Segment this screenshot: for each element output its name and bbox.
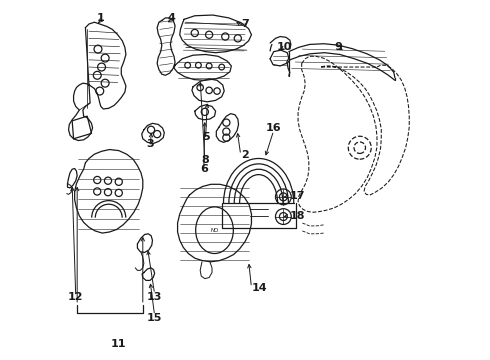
- Text: 11: 11: [111, 339, 126, 349]
- Text: 8: 8: [201, 155, 209, 165]
- Text: 3: 3: [146, 139, 154, 149]
- Text: 7: 7: [241, 19, 249, 29]
- Text: 13: 13: [147, 292, 162, 302]
- Text: 2: 2: [242, 150, 249, 160]
- Text: 16: 16: [266, 123, 281, 133]
- Text: NO: NO: [210, 228, 219, 233]
- Text: 12: 12: [68, 292, 83, 302]
- Text: 15: 15: [147, 313, 162, 323]
- Text: 6: 6: [200, 164, 208, 174]
- Text: 17: 17: [290, 191, 305, 201]
- Text: 18: 18: [290, 211, 305, 221]
- Text: 14: 14: [252, 283, 268, 293]
- Text: 1: 1: [97, 13, 105, 23]
- Text: 9: 9: [334, 42, 342, 52]
- Text: 5: 5: [202, 132, 209, 142]
- Text: 10: 10: [277, 42, 292, 52]
- Text: 4: 4: [168, 13, 175, 23]
